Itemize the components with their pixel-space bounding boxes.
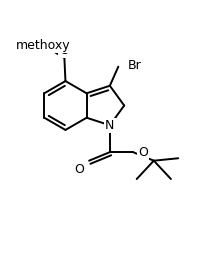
Text: Br: Br xyxy=(128,59,142,72)
Text: methoxy: methoxy xyxy=(16,39,71,52)
Text: O: O xyxy=(74,163,84,176)
Text: O: O xyxy=(60,44,69,57)
Text: O: O xyxy=(138,146,148,159)
Text: N: N xyxy=(105,119,114,132)
